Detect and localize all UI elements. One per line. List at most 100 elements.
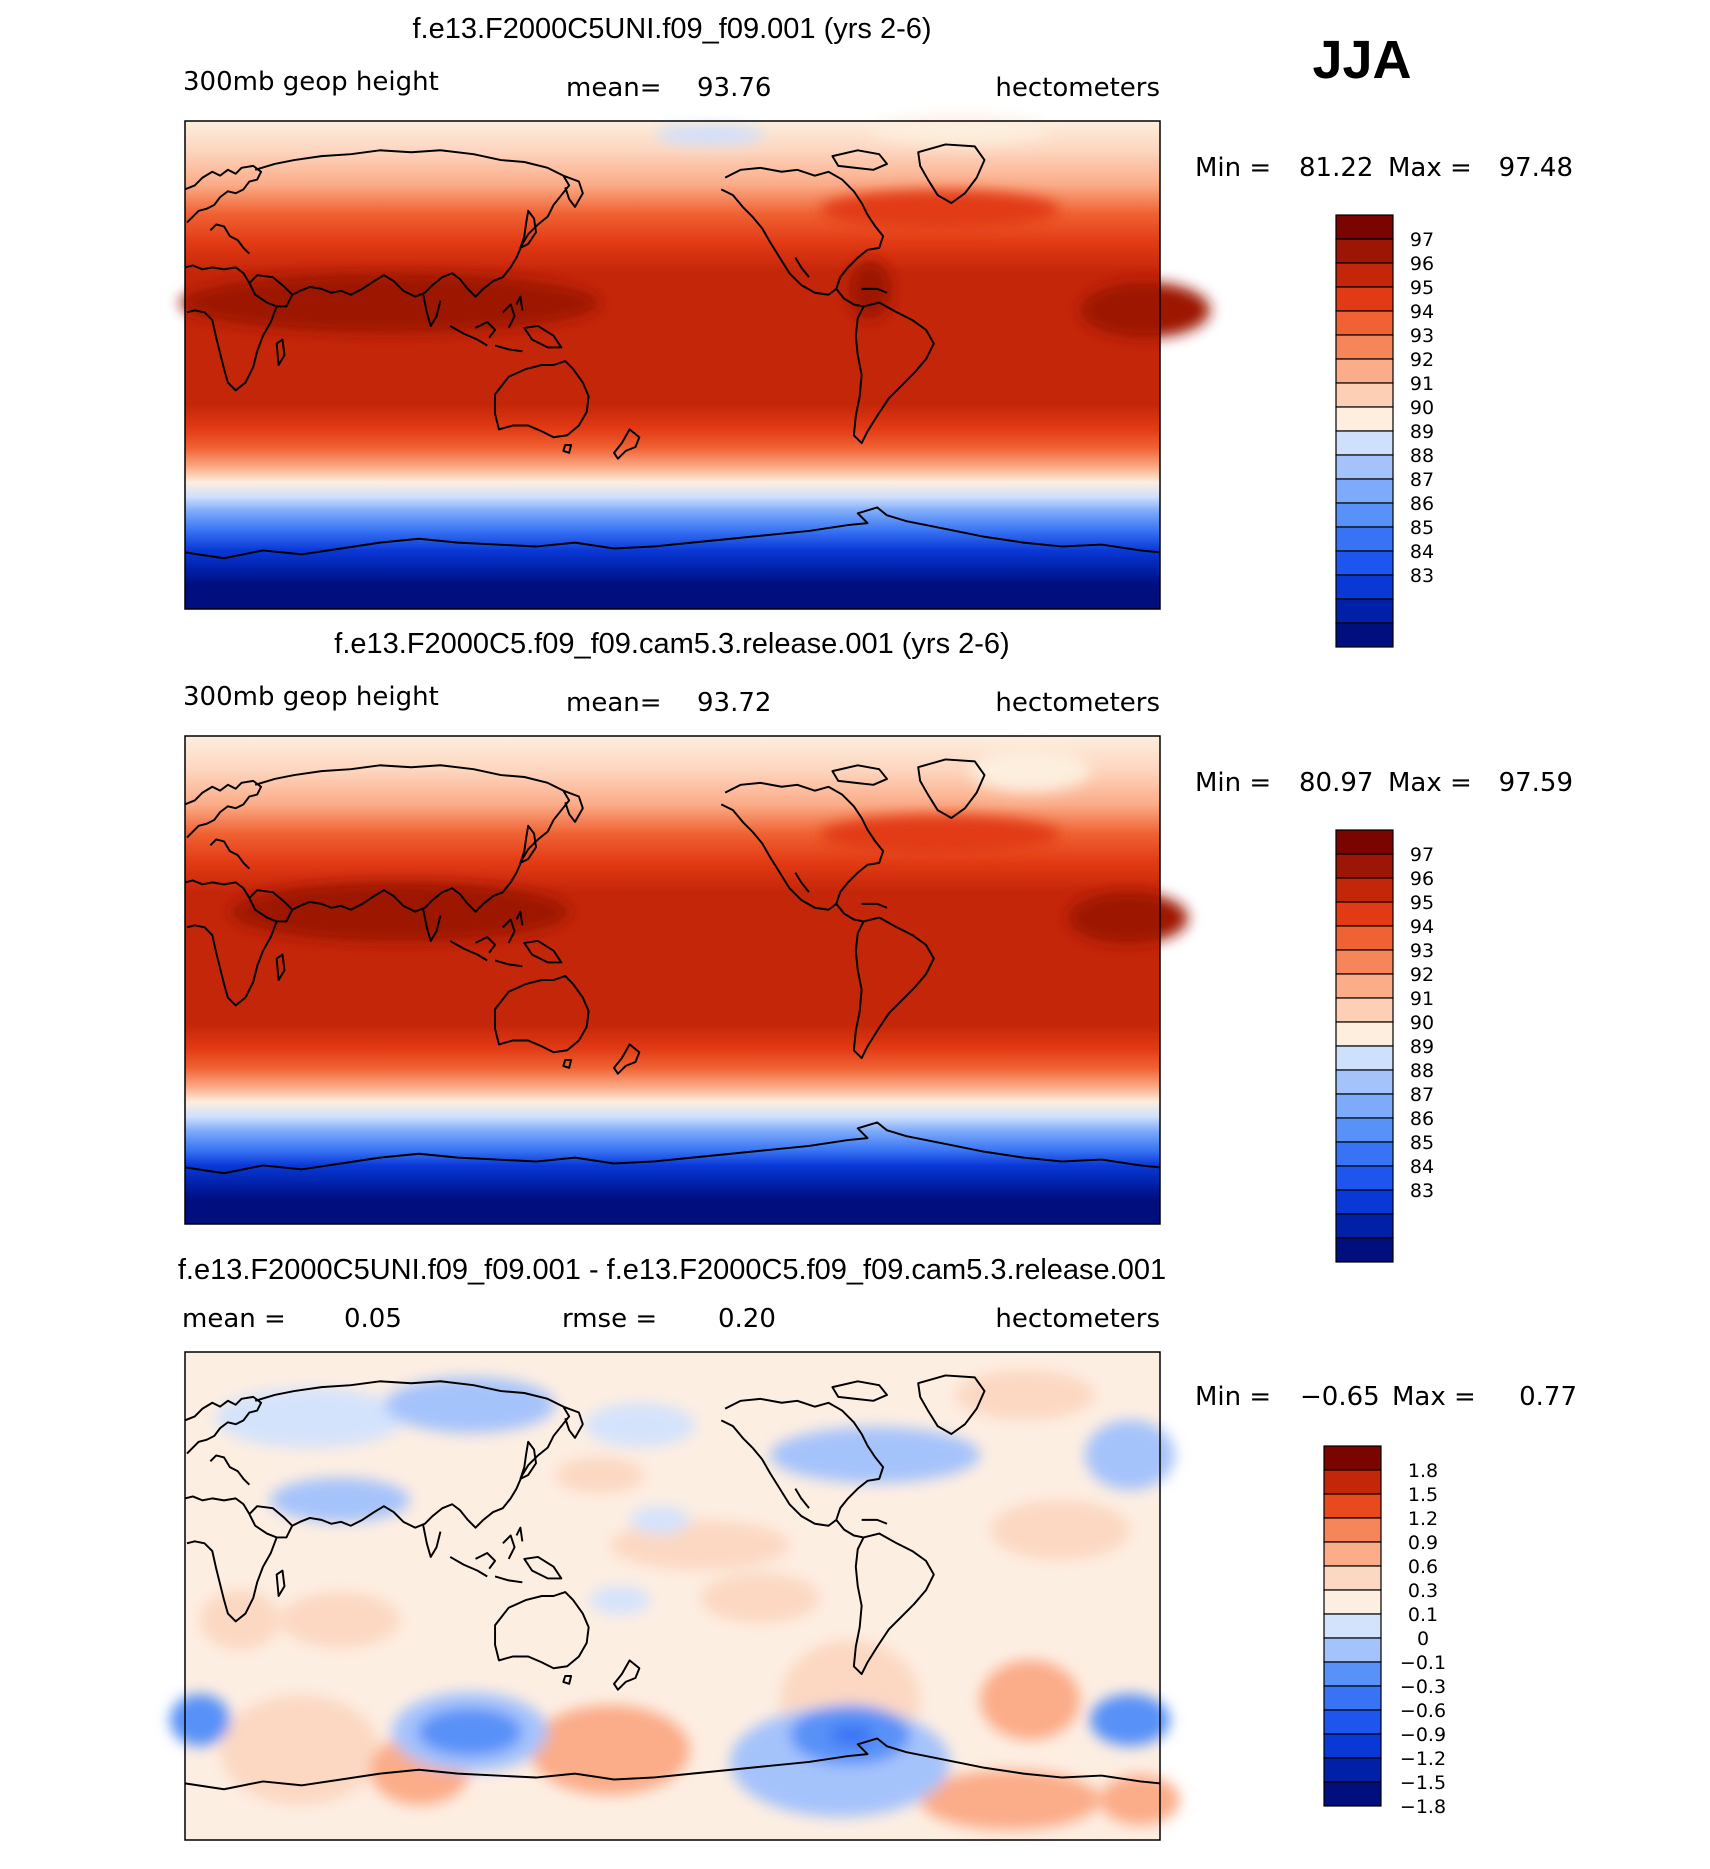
colorbar-tick-label: 83	[1410, 565, 1434, 587]
panel-2-mean-label: mean=	[566, 688, 662, 718]
panel-2-mean-value: 93.72	[697, 688, 771, 718]
colorbar-swatch	[1335, 1189, 1394, 1215]
panel-1-variable: 300mb geop height	[183, 67, 439, 97]
colorbar-swatch	[1335, 997, 1394, 1023]
panel-1-map	[180, 116, 1210, 610]
panel-1: f.e13.F2000C5UNI.f09_f09.001 (yrs 2-6) 3…	[180, 13, 1573, 648]
colorbar-swatch	[1335, 214, 1394, 240]
colorbar-tick-label: 0.9	[1408, 1532, 1438, 1554]
colorbar-tick-label: 89	[1410, 1036, 1434, 1058]
panel-1-title: f.e13.F2000C5UNI.f09_f09.001 (yrs 2-6)	[412, 13, 931, 45]
colorbar-swatch	[1335, 1141, 1394, 1167]
colorbar-swatch	[1323, 1469, 1382, 1495]
colorbar-swatch	[1323, 1781, 1382, 1807]
colorbar-swatch	[1323, 1709, 1382, 1735]
colorbar-swatch	[1323, 1613, 1382, 1639]
panel-2-max-label: Max =	[1388, 768, 1472, 798]
colorbar-tick-label: 96	[1410, 253, 1434, 275]
panel-3-min-label: Min =	[1195, 1382, 1271, 1412]
colorbar-swatch	[1335, 1045, 1394, 1071]
colorbar-tick-label: −1.8	[1400, 1796, 1446, 1818]
panel-1-min-label: Min =	[1195, 153, 1271, 183]
colorbar-swatch	[1335, 262, 1394, 288]
colorbar-tick-label: −0.6	[1400, 1700, 1446, 1722]
colorbar-tick-label: 91	[1410, 988, 1434, 1010]
colorbar-swatch	[1335, 949, 1394, 975]
colorbar-swatch	[1335, 382, 1394, 408]
colorbar-swatch	[1335, 877, 1394, 903]
panel-2-title: f.e13.F2000C5.f09_f09.cam5.3.release.001…	[334, 628, 1009, 660]
colorbar-tick-label: 89	[1410, 421, 1434, 443]
panel-3-mean-value: 0.05	[344, 1304, 402, 1334]
panel-3: f.e13.F2000C5UNI.f09_f09.001 - f.e13.F20…	[170, 1254, 1577, 1841]
colorbar-tick-label: −0.1	[1400, 1652, 1446, 1674]
colorbar-tick-label: 97	[1410, 229, 1434, 251]
colorbar-swatch	[1335, 853, 1394, 879]
colorbar-swatch	[1335, 526, 1394, 552]
colorbar-swatch	[1335, 310, 1394, 336]
colorbar-tick-label: 90	[1410, 397, 1434, 419]
panel-2-variable: 300mb geop height	[183, 682, 439, 712]
colorbar-tick-label: 0.3	[1408, 1580, 1438, 1602]
panel-3-colorbar: 1.81.51.20.90.60.30.10−0.1−0.3−0.6−0.9−1…	[1323, 1445, 1446, 1818]
colorbar-tick-label: 94	[1410, 301, 1434, 323]
colorbar-tick-label: 92	[1410, 349, 1434, 371]
colorbar-tick-label: 90	[1410, 1012, 1434, 1034]
panel-3-title: f.e13.F2000C5UNI.f09_f09.001 - f.e13.F20…	[178, 1254, 1166, 1286]
colorbar-tick-label: 92	[1410, 964, 1434, 986]
colorbar-swatch	[1335, 1117, 1394, 1143]
colorbar-swatch	[1323, 1589, 1382, 1615]
colorbar-swatch	[1335, 1021, 1394, 1047]
colorbar-tick-label: 0	[1417, 1628, 1429, 1650]
colorbar-tick-label: 83	[1410, 1180, 1434, 1202]
colorbar-swatch	[1323, 1661, 1382, 1687]
colorbar-swatch	[1323, 1445, 1382, 1471]
colorbar-tick-label: −1.5	[1400, 1772, 1446, 1794]
colorbar-swatch	[1335, 334, 1394, 360]
colorbar-swatch	[1335, 1237, 1394, 1263]
colorbar-swatch	[1323, 1517, 1382, 1543]
panel-1-max-value: 97.48	[1499, 153, 1573, 183]
season-label: JJA	[1312, 30, 1411, 90]
colorbar-swatch	[1335, 1165, 1394, 1191]
panel-3-max-value: 0.77	[1519, 1382, 1577, 1412]
panel-3-max-label: Max =	[1392, 1382, 1476, 1412]
colorbar-tick-label: 86	[1410, 493, 1434, 515]
colorbar-tick-label: 86	[1410, 1108, 1434, 1130]
panel-1-max-label: Max =	[1388, 153, 1472, 183]
colorbar-swatch	[1335, 925, 1394, 951]
colorbar-swatch	[1335, 973, 1394, 999]
colorbar-swatch	[1335, 1093, 1394, 1119]
colorbar-swatch	[1335, 829, 1394, 855]
colorbar-swatch	[1335, 598, 1394, 624]
panel-2-units: hectometers	[995, 688, 1160, 718]
panel-3-map	[170, 1351, 1180, 1841]
colorbar-swatch	[1335, 1213, 1394, 1239]
colorbar-swatch	[1323, 1685, 1382, 1711]
colorbar-tick-label: 87	[1410, 1084, 1434, 1106]
colorbar-swatch	[1335, 406, 1394, 432]
panel-2-map	[184, 735, 1188, 1225]
panel-1-mean-value: 93.76	[697, 73, 771, 103]
colorbar-tick-label: 1.5	[1408, 1484, 1438, 1506]
colorbar-swatch	[1335, 502, 1394, 528]
panel-1-mean-label: mean=	[566, 73, 662, 103]
panel-3-units: hectometers	[995, 1304, 1160, 1334]
colorbar-tick-label: 91	[1410, 373, 1434, 395]
colorbar-tick-label: 95	[1410, 277, 1434, 299]
colorbar-swatch	[1335, 238, 1394, 264]
panel-3-min-value: −0.65	[1300, 1382, 1380, 1412]
colorbar-swatch	[1323, 1637, 1382, 1663]
colorbar-tick-label: 84	[1410, 541, 1434, 563]
panel-2-min-label: Min =	[1195, 768, 1271, 798]
panel-2: f.e13.F2000C5.f09_f09.cam5.3.release.001…	[183, 628, 1573, 1263]
colorbar-swatch	[1335, 478, 1394, 504]
colorbar-tick-label: 84	[1410, 1156, 1434, 1178]
colorbar-tick-label: 93	[1410, 940, 1434, 962]
colorbar-tick-label: −1.2	[1400, 1748, 1446, 1770]
colorbar-tick-label: 1.2	[1408, 1508, 1438, 1530]
colorbar-tick-label: 95	[1410, 892, 1434, 914]
